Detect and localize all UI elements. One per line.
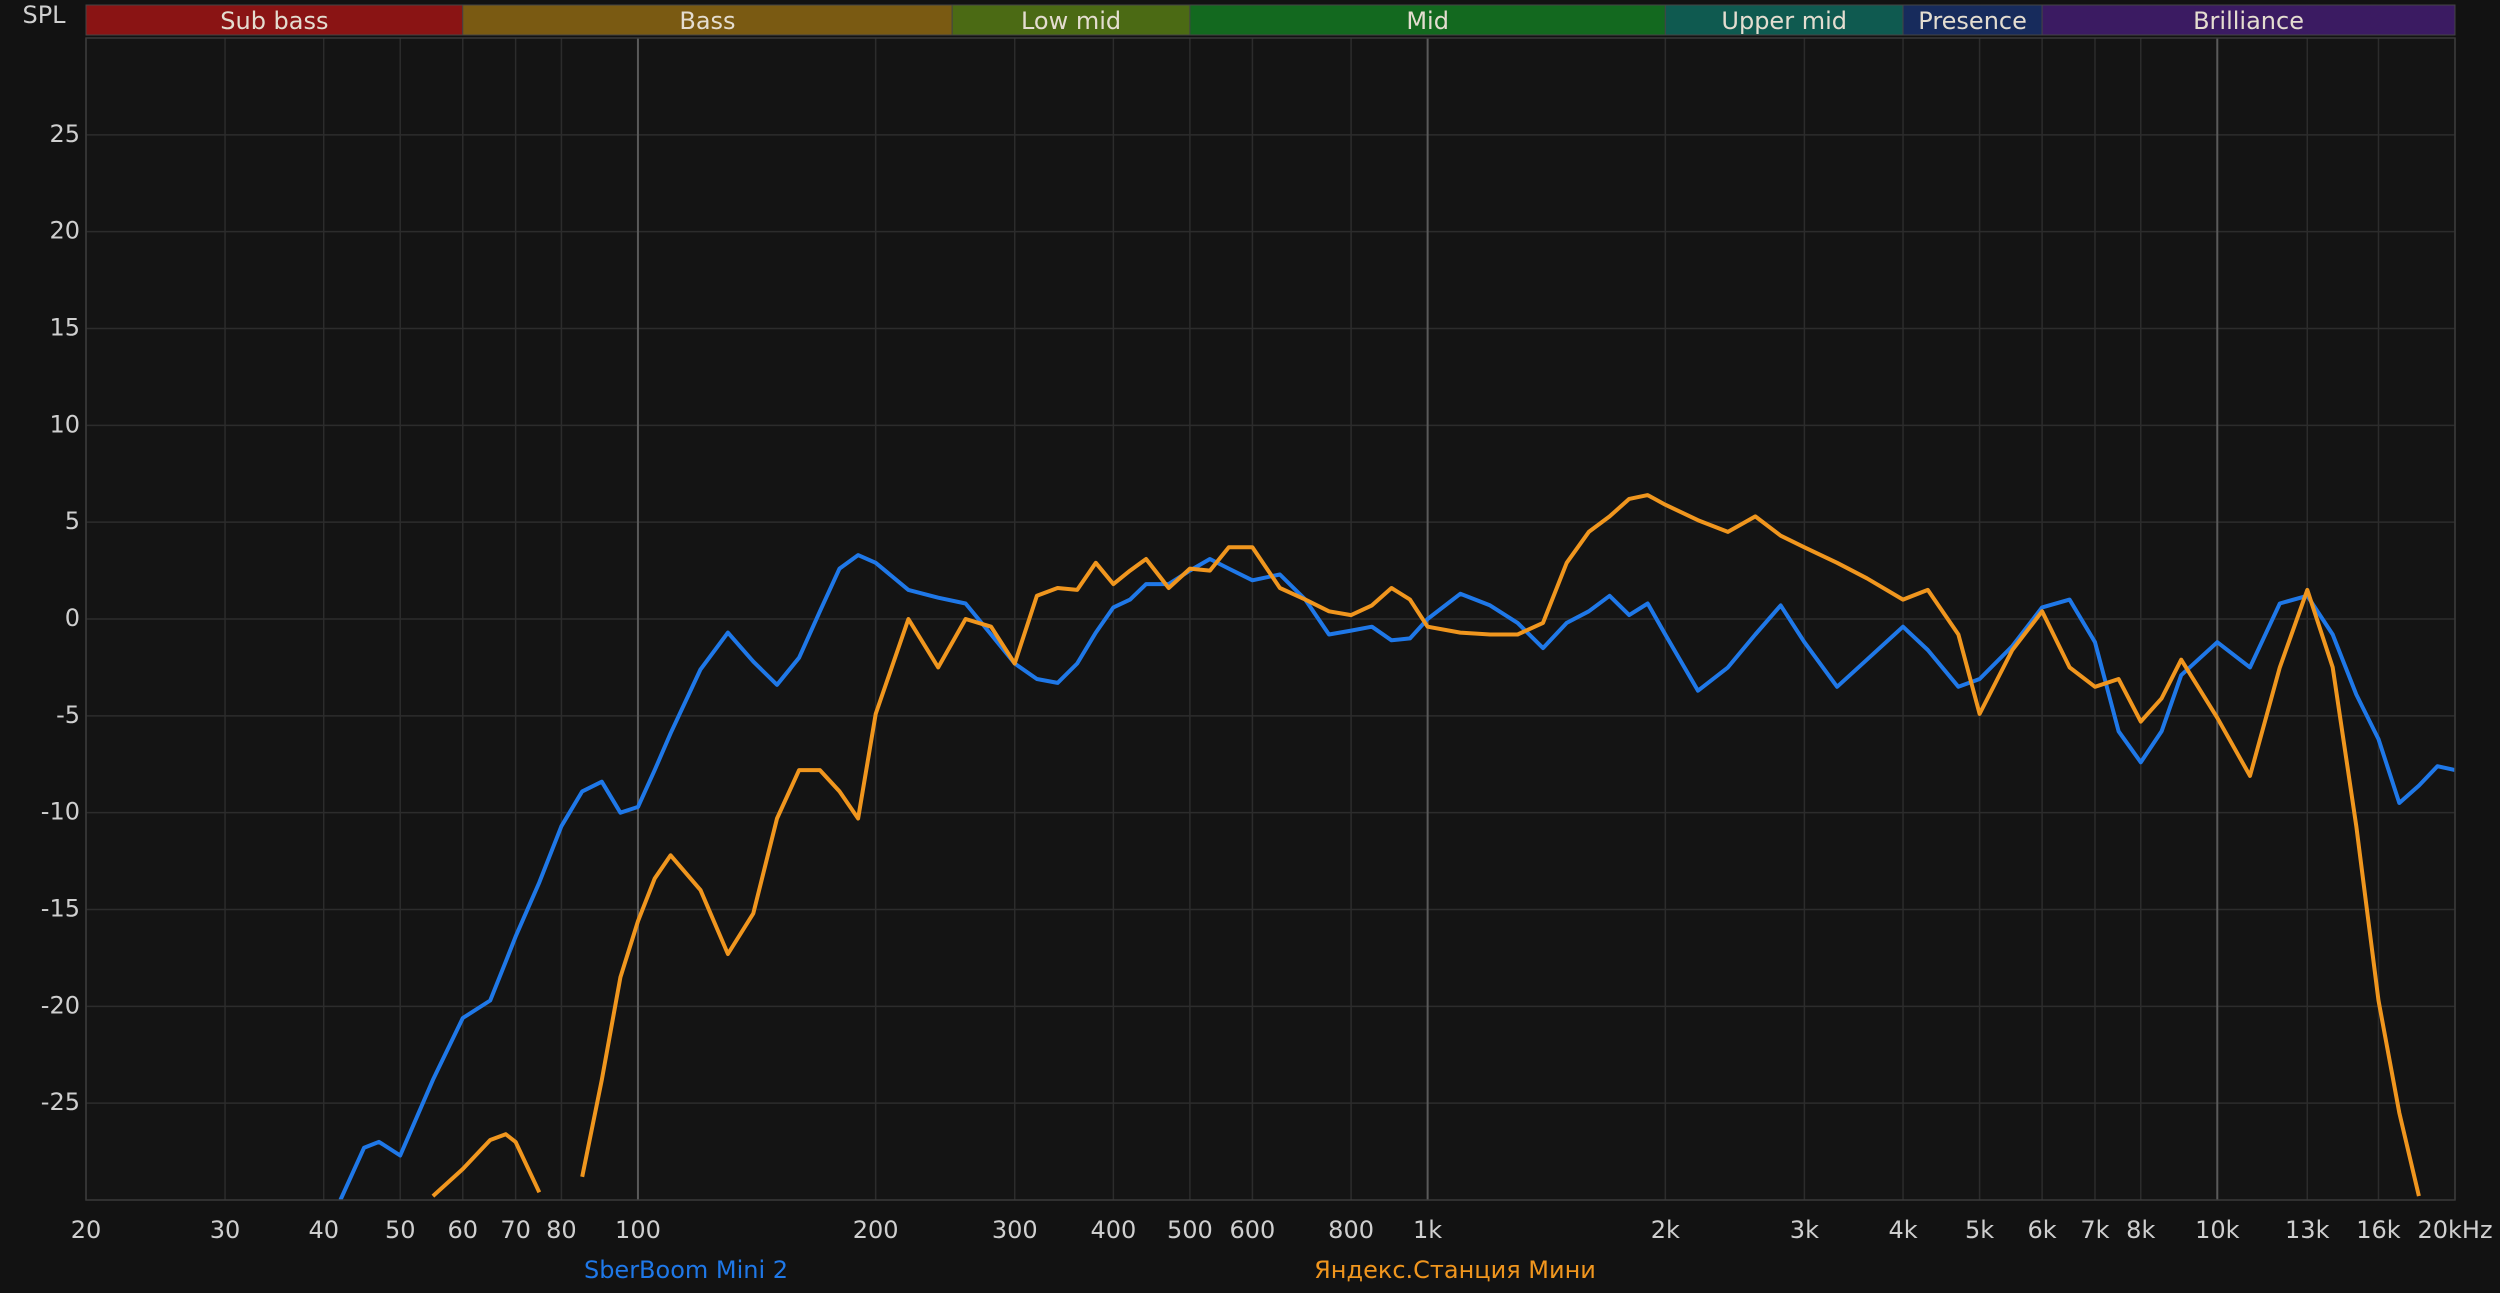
plot-frame: [85, 37, 2456, 1201]
x-tick-label: 7k: [2080, 1216, 2109, 1244]
y-axis-label: SPL: [22, 1, 66, 29]
y-tick-label: -20: [41, 991, 80, 1019]
band-label: Brilliance: [2193, 7, 2304, 35]
series-line: [431, 493, 2421, 1198]
x-tick-label: 1k: [1413, 1216, 1442, 1244]
legend-label: Яндекс.Станция Мини: [1314, 1256, 1596, 1284]
x-tick-label: 20: [71, 1216, 102, 1244]
x-tick-label: 100: [615, 1216, 661, 1244]
band: [85, 4, 464, 36]
x-tick-label: 500: [1167, 1216, 1213, 1244]
x-tick-label: 4k: [1888, 1216, 1917, 1244]
band-label: Low mid: [1021, 7, 1121, 35]
band-label: Bass: [679, 7, 735, 35]
x-tick-label: 13k: [2285, 1216, 2330, 1244]
series-line: [338, 553, 2455, 1200]
y-tick-label: 15: [49, 314, 80, 342]
y-tick-label: -25: [41, 1088, 80, 1116]
legend-label: SberBoom Mini 2: [584, 1256, 788, 1284]
x-tick-label: 16k: [2356, 1216, 2401, 1244]
band: [951, 4, 1191, 36]
band-label: Mid: [1406, 7, 1449, 35]
band-label: Sub bass: [220, 7, 328, 35]
band-label: Presence: [1918, 7, 2027, 35]
x-tick-label: 5k: [1965, 1216, 1994, 1244]
band-label: Upper mid: [1721, 7, 1847, 35]
x-tick-label: 30: [210, 1216, 241, 1244]
x-tick-label: 20kHz: [2417, 1216, 2492, 1244]
x-tick-label: 50: [385, 1216, 416, 1244]
y-tick-label: 0: [65, 604, 80, 632]
x-tick-label: 3k: [1790, 1216, 1819, 1244]
band: [462, 4, 953, 36]
x-tick-label: 800: [1328, 1216, 1374, 1244]
x-tick-label: 200: [853, 1216, 899, 1244]
band: [1664, 4, 1904, 36]
y-tick-label: 20: [49, 217, 80, 245]
x-tick-label: 70: [500, 1216, 531, 1244]
y-tick-label: -10: [41, 798, 80, 826]
y-tick-label: -5: [56, 701, 80, 729]
x-tick-label: 2k: [1651, 1216, 1680, 1244]
band: [1189, 4, 1666, 36]
y-tick-label: 25: [49, 120, 80, 148]
x-tick-label: 60: [447, 1216, 478, 1244]
x-tick-label: 600: [1230, 1216, 1276, 1244]
y-tick-label: -15: [41, 895, 80, 923]
y-tick-label: 5: [65, 507, 80, 535]
x-tick-label: 6k: [2028, 1216, 2057, 1244]
y-tick-label: 10: [49, 410, 80, 438]
x-tick-label: 8k: [2126, 1216, 2155, 1244]
x-tick-label: 10k: [2195, 1216, 2240, 1244]
x-tick-label: 40: [308, 1216, 339, 1244]
x-tick-label: 300: [992, 1216, 1038, 1244]
x-tick-label: 400: [1090, 1216, 1136, 1244]
band: [2041, 4, 2456, 36]
x-tick-label: 80: [546, 1216, 577, 1244]
